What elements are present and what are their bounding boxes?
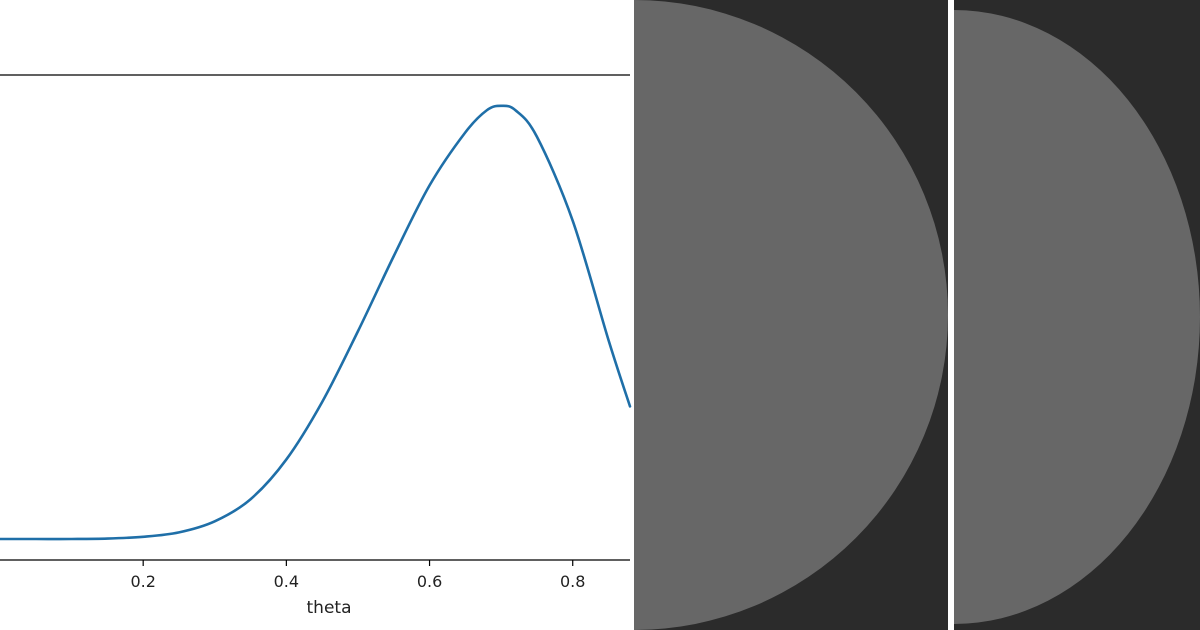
image-panel-left-canvas — [634, 0, 948, 630]
image-panels — [634, 0, 1200, 630]
x-tick-label: 0.8 — [560, 572, 585, 591]
x-ticks: 0.2 0.4 0.6 0.8 — [130, 560, 585, 591]
half-disc-shape — [634, 0, 948, 630]
image-panel-right — [954, 0, 1200, 630]
half-disc-shape — [954, 10, 1200, 624]
series-line — [0, 104, 632, 541]
x-tick-label: 0.2 — [130, 572, 155, 591]
image-panel-left — [634, 0, 948, 630]
x-tick-label: 0.6 — [417, 572, 442, 591]
chart-canvas: 0.2 0.4 0.6 0.8 theta — [0, 74, 632, 618]
x-tick-label: 0.4 — [274, 572, 299, 591]
image-panel-right-canvas — [954, 0, 1200, 630]
x-axis-label: theta — [307, 598, 352, 618]
posterior-chart: 0.2 0.4 0.6 0.8 theta — [0, 74, 632, 618]
